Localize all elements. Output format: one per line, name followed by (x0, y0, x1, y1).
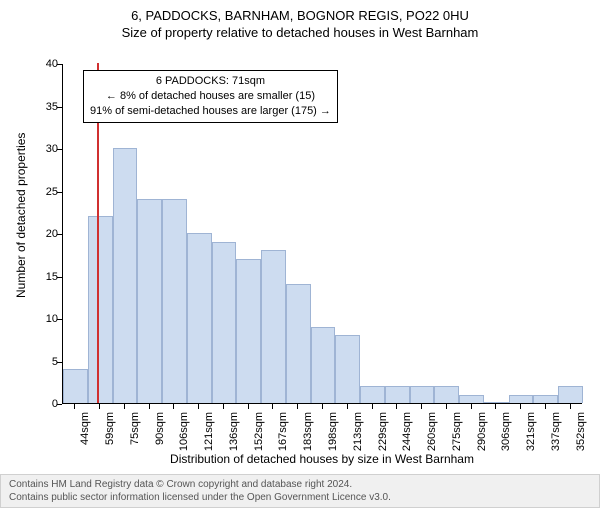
histogram-bar (162, 199, 187, 403)
x-tick-mark (347, 404, 348, 409)
y-tick-label: 20 (38, 228, 58, 240)
y-axis-label: Number of detached properties (14, 133, 28, 298)
chart-title-desc: Size of property relative to detached ho… (0, 25, 600, 40)
histogram-bar (385, 386, 410, 403)
x-tick-mark (396, 404, 397, 409)
histogram-bar (63, 369, 88, 403)
footer-line1: Contains HM Land Registry data © Crown c… (9, 478, 591, 491)
x-tick-mark (74, 404, 75, 409)
histogram-bar (509, 395, 534, 404)
chart-title-address: 6, PADDOCKS, BARNHAM, BOGNOR REGIS, PO22… (0, 8, 600, 23)
y-tick-label: 5 (38, 356, 58, 368)
x-tick-mark (471, 404, 472, 409)
x-tick-mark (495, 404, 496, 409)
plot-region: 6 PADDOCKS: 71sqm ← 8% of detached house… (62, 64, 582, 404)
x-tick-mark (223, 404, 224, 409)
x-tick-mark (322, 404, 323, 409)
x-tick-mark (570, 404, 571, 409)
y-tick-label: 15 (38, 271, 58, 283)
histogram-bar (558, 386, 583, 403)
callout-line3: 91% of semi-detached houses are larger (… (90, 104, 331, 119)
chart-container: 6, PADDOCKS, BARNHAM, BOGNOR REGIS, PO22… (0, 8, 600, 508)
y-tick-label: 25 (38, 186, 58, 198)
chart-area: 0510152025303540 6 PADDOCKS: 71sqm ← 8% … (62, 64, 582, 404)
y-tick-label: 35 (38, 101, 58, 113)
histogram-bar (212, 242, 237, 404)
histogram-bar (113, 148, 138, 403)
histogram-bar (187, 233, 212, 403)
x-tick-mark (545, 404, 546, 409)
x-tick-mark (421, 404, 422, 409)
histogram-bar (88, 216, 113, 403)
x-tick-mark (297, 404, 298, 409)
callout-box: 6 PADDOCKS: 71sqm ← 8% of detached house… (83, 70, 338, 123)
histogram-bar (360, 386, 385, 403)
x-tick-mark (446, 404, 447, 409)
y-tick-mark (57, 404, 62, 405)
x-tick-mark (198, 404, 199, 409)
y-tick-label: 0 (38, 398, 58, 410)
histogram-bar (236, 259, 261, 404)
y-tick-label: 40 (38, 58, 58, 70)
x-axis-label: Distribution of detached houses by size … (62, 452, 582, 466)
footer-line2: Contains public sector information licen… (9, 491, 591, 504)
histogram-bar (261, 250, 286, 403)
histogram-bar (137, 199, 162, 403)
histogram-bar (311, 327, 336, 404)
histogram-bar (533, 395, 558, 404)
callout-line1: 6 PADDOCKS: 71sqm (90, 74, 331, 89)
histogram-bar (459, 395, 484, 404)
histogram-bar (286, 284, 311, 403)
histogram-bar (335, 335, 360, 403)
x-tick-mark (99, 404, 100, 409)
x-tick-mark (372, 404, 373, 409)
x-tick-mark (149, 404, 150, 409)
histogram-bar (484, 402, 509, 403)
y-tick-label: 10 (38, 313, 58, 325)
x-tick-mark (520, 404, 521, 409)
histogram-bar (410, 386, 435, 403)
footer-attribution: Contains HM Land Registry data © Crown c… (0, 474, 600, 508)
x-tick-mark (272, 404, 273, 409)
histogram-bar (434, 386, 459, 403)
x-tick-mark (248, 404, 249, 409)
y-tick-label: 30 (38, 143, 58, 155)
x-tick-mark (124, 404, 125, 409)
callout-line2: ← 8% of detached houses are smaller (15) (90, 89, 331, 104)
x-tick-mark (173, 404, 174, 409)
